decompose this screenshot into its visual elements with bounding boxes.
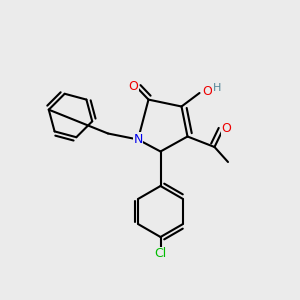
Text: O: O bbox=[129, 80, 138, 94]
Text: O: O bbox=[222, 122, 231, 135]
Text: Cl: Cl bbox=[154, 247, 166, 260]
Text: O: O bbox=[202, 85, 212, 98]
Text: H: H bbox=[213, 82, 221, 93]
Text: N: N bbox=[133, 133, 143, 146]
